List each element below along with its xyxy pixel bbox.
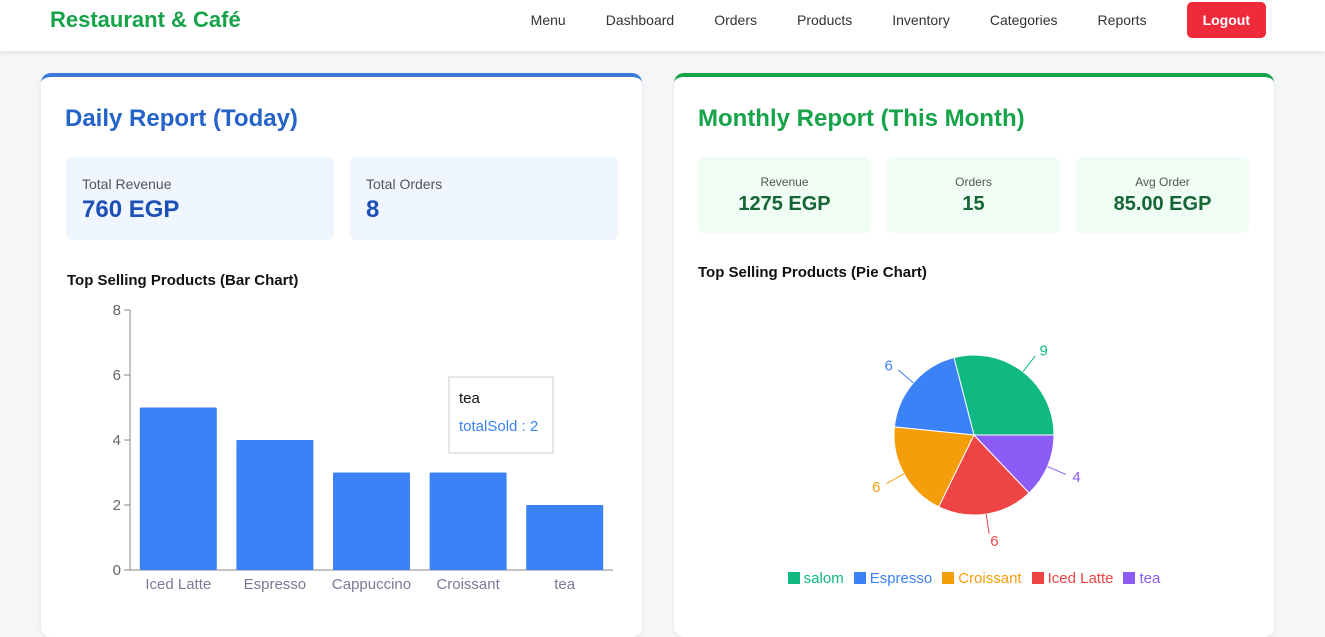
stat-label: Revenue — [760, 175, 809, 189]
slice-label: 4 — [1072, 469, 1080, 486]
stat: Total Revenue 760 EGP — [66, 157, 334, 240]
nav-link[interactable]: Categories — [989, 12, 1058, 28]
legend-label: tea — [1139, 570, 1161, 587]
nav-link[interactable]: Products — [797, 12, 853, 28]
pie-slice — [953, 354, 1055, 436]
x-tick-label: tea — [554, 576, 576, 593]
charts: 0 2 4 6 8 Iced Latte Espresso Cappuccino Croissa… — [113, 302, 1081, 593]
chart-title: Top Selling Products (Pie Chart) — [698, 264, 927, 281]
legend-item: Espresso — [853, 570, 933, 587]
legend-label: salom — [803, 570, 844, 587]
stat-label: Orders — [955, 175, 992, 189]
legend-item: Iced Latte — [1031, 570, 1114, 587]
bar — [139, 407, 217, 570]
y-tick-label: 0 — [113, 562, 121, 579]
nav-link[interactable]: Dashboard — [605, 12, 675, 28]
nav-link[interactable]: Orders — [714, 12, 757, 28]
legend-label: Croissant — [958, 570, 1022, 587]
legend-item: Croissant — [942, 570, 1022, 587]
stat-value: 8 — [366, 196, 380, 223]
tooltip-title: tea — [459, 390, 481, 407]
y-tick-label: 4 — [113, 432, 121, 449]
legend-swatch — [1123, 572, 1136, 584]
legend-label: Iced Latte — [1047, 570, 1114, 587]
legend-swatch — [942, 572, 955, 584]
chart-title: Top Selling Products (Bar Chart) — [67, 272, 299, 289]
stat-label: Total Orders — [366, 176, 443, 192]
y-tick-label: 8 — [113, 302, 121, 319]
stat-value: 1275 EGP — [738, 193, 831, 215]
bar — [526, 505, 604, 570]
stat: Total Orders 8 — [350, 157, 618, 240]
navbar: Restaurant & Café Menu Dashboard Orders … — [0, 0, 1325, 51]
slice-label: 6 — [872, 479, 880, 496]
stat: Orders 15 — [887, 157, 1060, 233]
dashboard: Restaurant & Café Menu Dashboard Orders … — [0, 0, 1325, 593]
x-tick-label: Espresso — [244, 576, 307, 593]
stat-value: 15 — [962, 193, 985, 215]
slice-label: 6 — [990, 533, 998, 550]
stat-label: Total Revenue — [82, 176, 172, 192]
pie-legend: salom Espresso Croissant Iced Latte tea — [674, 570, 1274, 587]
stat-value: 85.00 EGP — [1113, 193, 1212, 215]
x-tick-label: Cappuccino — [332, 576, 411, 593]
nav-link[interactable]: Menu — [530, 12, 566, 28]
bar — [429, 472, 507, 570]
stat-label: Avg Order — [1135, 175, 1190, 189]
brand: Restaurant & Café — [50, 7, 241, 32]
slice-label: 9 — [1039, 342, 1047, 359]
label-line — [897, 369, 914, 384]
legend-item: salom — [787, 570, 844, 587]
nav-links: Menu Dashboard Orders Products Inventory… — [531, 2, 1266, 38]
card-title: Daily Report (Today) — [65, 105, 298, 132]
stat: Avg Order 85.00 EGP — [1076, 157, 1249, 233]
card-title: Monthly Report (This Month) — [698, 105, 1025, 132]
bar — [236, 440, 314, 570]
bar — [333, 472, 410, 570]
page: Restaurant & Café Menu Dashboard Orders … — [0, 0, 1325, 593]
stat-value: 760 EGP — [82, 196, 180, 223]
label-line — [1047, 466, 1067, 475]
legend-label: Espresso — [869, 570, 933, 587]
legend-swatch — [853, 572, 866, 584]
label-line — [886, 473, 905, 484]
tooltip-text: totalSold : 2 — [459, 418, 538, 435]
tooltip-box — [448, 376, 554, 454]
stat: Revenue 1275 EGP — [698, 157, 871, 233]
nav-link[interactable]: Reports — [1097, 12, 1147, 28]
legend-item: tea — [1123, 570, 1160, 587]
y-tick-label: 6 — [113, 367, 121, 384]
pie-slice — [972, 434, 1055, 494]
nav-link[interactable]: Inventory — [892, 12, 950, 28]
label-line — [985, 514, 990, 534]
legend-swatch — [787, 572, 800, 584]
y-tick-label: 2 — [113, 497, 121, 514]
tooltip: tea totalSold : 2 — [448, 376, 554, 454]
label-line — [1022, 355, 1036, 373]
x-tick-label: Iced Latte — [145, 576, 211, 593]
x-tick-label: Croissant — [436, 576, 500, 593]
legend-swatch — [1031, 572, 1044, 584]
logout-button[interactable]: Logout — [1186, 2, 1266, 38]
slice-label: 6 — [884, 357, 892, 374]
